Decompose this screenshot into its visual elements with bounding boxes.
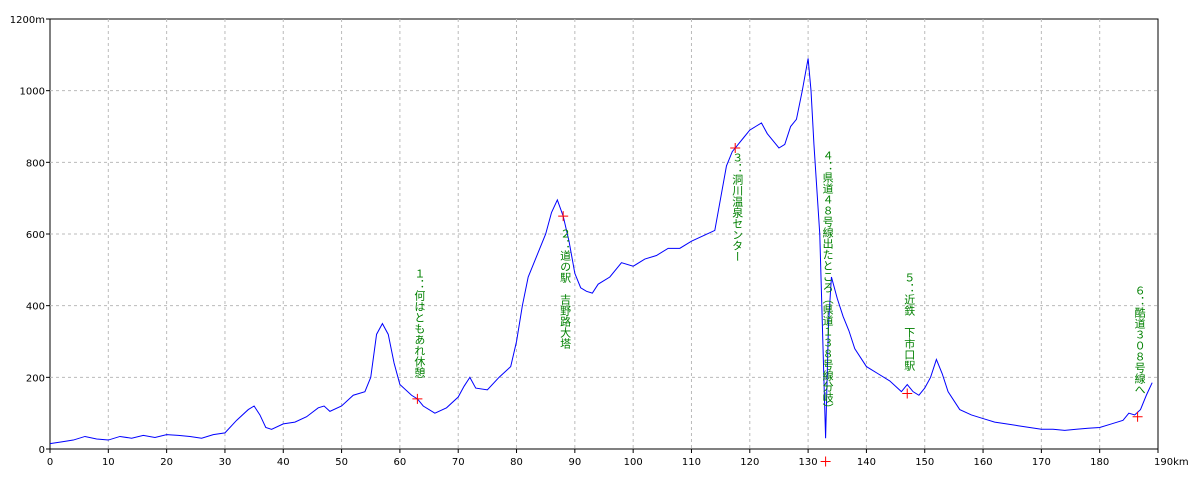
x-tick-label: 120 [740,457,759,468]
x-tick-label: 110 [682,457,701,468]
x-tick-label: 150 [915,457,934,468]
x-tick-label: 70 [452,457,465,468]
x-tick-label: 20 [160,457,173,468]
x-tick-label: 100 [624,457,643,468]
waypoint-marker [820,456,831,467]
x-tick-label: 160 [974,457,993,468]
waypoint-label: ５：近鉄 下市口駅 [903,272,916,372]
x-tick-label: 60 [394,457,407,468]
x-tick-label: 50 [335,457,348,468]
waypoint-label: １：何はともあれ休憩 [413,268,426,378]
x-tick-label: 90 [568,457,581,468]
x-tick-label: 30 [219,457,232,468]
waypoint-marker [412,393,423,404]
y-tick-label: 600 [26,230,45,241]
y-tick-label: 1200m [10,15,45,26]
x-tick-label: 180 [1090,457,1109,468]
y-tick-label: 0 [39,445,45,456]
y-tick-label: 1000 [20,87,45,98]
x-tick-label: 140 [857,457,876,468]
x-tick-label: 10 [102,457,115,468]
waypoint-label: ４：県道４８号線出たところ（県道１３８号線分岐） [821,150,834,414]
y-tick-label: 200 [26,373,45,384]
waypoint-marker [558,211,569,222]
y-tick-label: 400 [26,302,45,313]
x-tick-label: 40 [277,457,290,468]
x-tick-label: 0 [47,457,53,468]
y-tick-label: 800 [26,158,45,169]
x-tick-label: 80 [510,457,523,468]
x-tick-label: 130 [799,457,818,468]
waypoint-marker [902,388,913,399]
waypoint-label: ２：道の駅 吉野路大塔 [559,228,572,350]
waypoint-label: ３：洞川温泉センター [731,152,744,262]
waypoint-marker [730,143,741,153]
waypoint-marker [1132,411,1143,422]
x-tick-label: 190km [1154,457,1189,468]
waypoint-label: ６：酷道３０８号線へ [1133,285,1146,395]
elevation-line [49,58,1153,445]
x-tick-label: 170 [1032,457,1051,468]
